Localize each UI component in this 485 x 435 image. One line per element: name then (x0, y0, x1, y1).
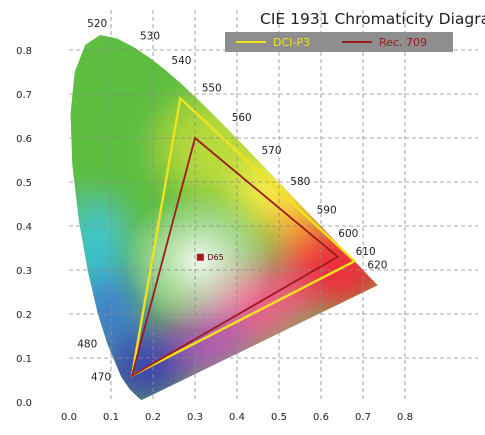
white-point: D65 (196, 253, 224, 262)
wavelength-label: 580 (290, 176, 310, 188)
legend-label-rec-709: Rec. 709 (379, 36, 427, 49)
grid (69, 10, 478, 402)
y-tick-label: 0.1 (16, 354, 32, 365)
x-tick-label: 0.2 (145, 412, 161, 423)
y-tick-label: 0.4 (16, 222, 32, 233)
wavelength-label: 560 (232, 112, 252, 124)
y-tick-label: 0.5 (16, 178, 32, 189)
y-tick-label: 0.3 (16, 266, 32, 277)
chart-title: CIE 1931 Chromaticity Diagram (260, 10, 485, 28)
x-tick-label: 0.8 (397, 412, 413, 423)
gamut-triangles (130, 96, 357, 378)
wavelength-label: 520 (87, 18, 107, 30)
wavelength-label: 550 (202, 82, 222, 94)
x-tick-label: 0.5 (271, 412, 287, 423)
axes: 0.0 0.1 0.2 0.3 0.4 0.5 0.6 0.7 0.8 0.0 0.1 0.2 0.3 0… (16, 46, 413, 423)
wavelength-label: 600 (338, 228, 358, 240)
wavelength-label: 610 (356, 246, 376, 258)
x-tick-label: 0.6 (313, 412, 329, 423)
wavelength-label: 570 (262, 145, 282, 157)
y-tick-label: 0.0 (16, 398, 32, 409)
wavelength-label: 590 (317, 204, 337, 216)
gamut-triangle-rec-709 (130, 136, 340, 378)
wavelength-label: 620 (367, 259, 387, 271)
y-tick-label: 0.8 (16, 46, 32, 57)
legend-background (225, 32, 453, 52)
x-tick-label: 0.0 (61, 412, 77, 423)
gamut-triangle-dci-p3 (130, 96, 357, 378)
x-tick-label: 0.1 (103, 412, 119, 423)
wavelength-label: 470 (91, 372, 111, 384)
legend-label-dci-p3: DCI-P3 (273, 36, 310, 49)
y-tick-label: 0.2 (16, 310, 32, 321)
wavelength-label: 530 (140, 30, 160, 42)
white-point-label: D65 (207, 253, 223, 262)
legend: DCI-P3 Rec. 709 (225, 32, 453, 52)
white-point-marker (196, 253, 204, 261)
y-tick-label: 0.6 (16, 134, 32, 145)
y-tick-label: 0.7 (16, 90, 32, 101)
wavelength-label: 480 (77, 339, 97, 351)
x-tick-label: 0.7 (355, 412, 371, 423)
x-tick-label: 0.4 (229, 412, 245, 423)
wavelength-label: 540 (171, 55, 191, 67)
x-tick-label: 0.3 (187, 412, 203, 423)
